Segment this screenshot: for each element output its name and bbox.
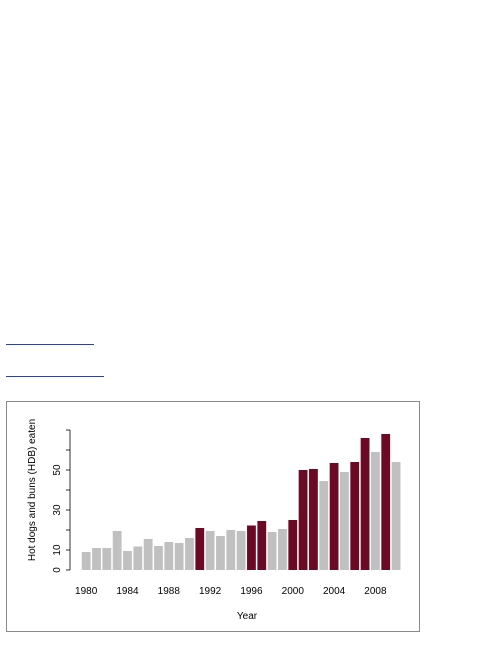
bar-2004 [329, 463, 339, 570]
bar-1983 [112, 531, 122, 570]
bar-1991 [195, 528, 205, 570]
bar-1986 [143, 539, 153, 570]
bar-1992 [205, 531, 215, 570]
bar-2008 [371, 452, 380, 570]
bar-1989 [174, 543, 184, 570]
x-tick-label: 2000 [282, 586, 305, 597]
x-tick-label: 1980 [75, 586, 98, 597]
x-tick-label: 1984 [116, 586, 139, 597]
bar-1985 [133, 546, 143, 570]
bar-1988 [164, 542, 174, 570]
x-axis-title: Year [237, 611, 258, 622]
bar-2007 [360, 438, 370, 570]
link-underline-1[interactable] [6, 344, 94, 345]
link-underline-2[interactable] [6, 376, 104, 377]
bar-1998 [267, 532, 277, 570]
y-axis: 0 10 30 50 [52, 429, 71, 573]
y-axis-title: Hot dogs and buns (HDB) eaten [27, 419, 38, 561]
bar-2010 [391, 462, 401, 570]
bar-2003 [319, 481, 329, 570]
bar-2002 [309, 469, 318, 570]
bar-1994 [226, 530, 236, 570]
bar-1984 [123, 551, 132, 570]
x-tick-label: 1996 [240, 586, 263, 597]
bar-2006 [350, 462, 360, 570]
x-tick-label: 2004 [323, 586, 346, 597]
x-tick-label: 1988 [158, 586, 181, 597]
bar-2001 [298, 470, 308, 570]
x-axis-labels: 1980 1984 1988 1992 1996 2000 2004 2008 [75, 586, 387, 597]
bar-1999 [278, 529, 287, 570]
hdb-bar-chart: 0 10 30 50 1980 1984 1988 1992 1996 2000 2004 2008… [27, 419, 401, 622]
bar-1981 [92, 548, 101, 570]
y-tick-label: 30 [52, 504, 63, 516]
bar-1980 [81, 552, 91, 570]
bar-2005 [340, 472, 349, 570]
bar-2000 [288, 520, 298, 570]
bar-1996 [247, 525, 256, 570]
bar-1987 [154, 546, 163, 570]
bar-1993 [216, 536, 225, 570]
bar-1995 [236, 531, 246, 570]
y-tick-label: 10 [52, 544, 63, 556]
bar-2009 [381, 434, 391, 570]
chart-frame: 0 10 30 50 1980 1984 1988 1992 1996 2000 2004 2008… [6, 401, 420, 632]
y-tick-label: 0 [52, 567, 63, 573]
bar-1982 [102, 548, 112, 570]
x-tick-label: 2008 [364, 586, 387, 597]
y-tick-label: 50 [52, 464, 63, 476]
bar-1997 [257, 521, 267, 570]
x-tick-label: 1992 [199, 586, 222, 597]
bars-group [81, 434, 401, 570]
bar-1990 [185, 538, 194, 570]
